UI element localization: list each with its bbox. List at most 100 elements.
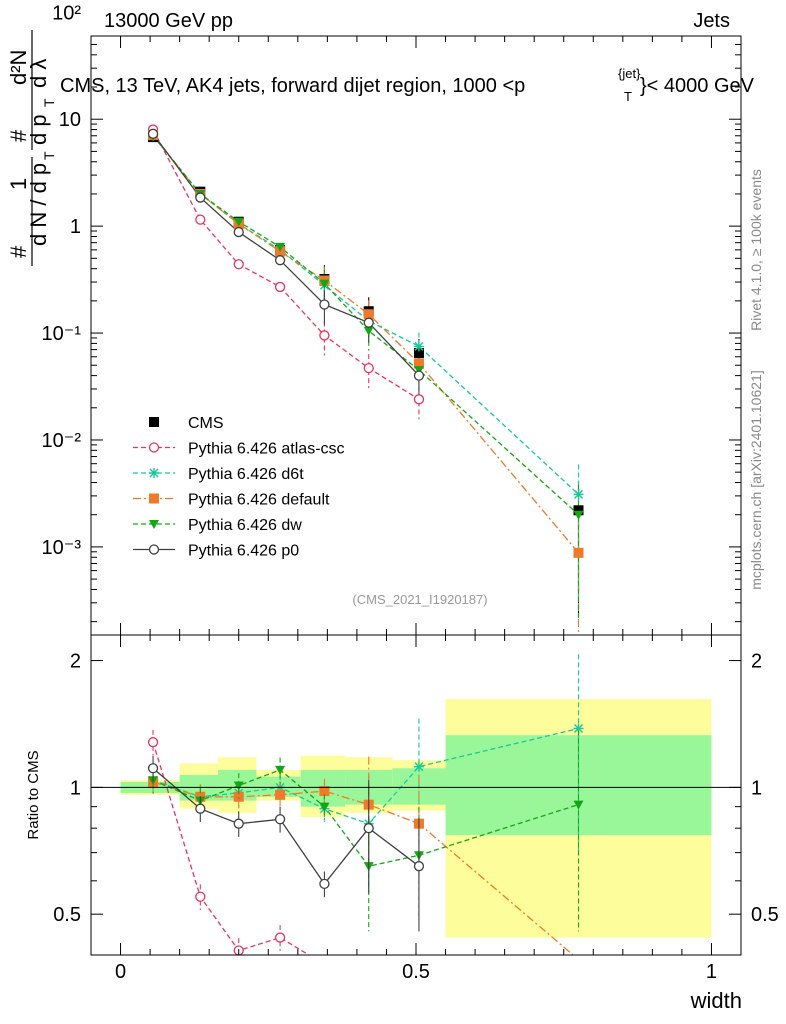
plot-title-end: }< 4000 GeV — [640, 75, 755, 97]
main-y-tick-label-0: 10⁻³ — [42, 537, 82, 559]
mcplots-label: mcplots.cern.ch [arXiv:2401.10621] — [748, 370, 764, 589]
ratio-point-p0-3 — [274, 814, 286, 825]
main-point-atlas-2 — [233, 259, 244, 270]
process-label: Jets — [693, 10, 730, 32]
main-line-dw — [152, 135, 579, 516]
main-y-axis-label: # 1 d N / d p T # d²N d p T d λ — [6, 30, 57, 266]
main-point-p0-1 — [195, 192, 206, 203]
main-point-p0-6 — [413, 370, 425, 381]
main-y-tick-label-4: 10 — [59, 109, 81, 131]
axes: 0 0.5 1 10⁻³ 10⁻² 10⁻¹ 1 10 10² 0.5 0.5 1 1 2 2 — [42, 2, 779, 983]
y-label-dn-dpt: d N / d p — [26, 163, 51, 246]
main-point-atlas-1 — [195, 214, 206, 225]
main-point-dw-7 — [573, 510, 584, 520]
y-label-hash-2: # — [6, 129, 31, 142]
main-point-p0-4 — [319, 299, 330, 310]
main-point-p0-0 — [147, 128, 159, 139]
ratio-point-dw-4 — [319, 802, 330, 812]
ratio-line-default — [152, 781, 575, 955]
legend-marker-CMS — [149, 417, 159, 427]
legend-marker-d6t — [149, 468, 159, 478]
ratio-y-tick-label-0: 0.5 — [53, 904, 81, 926]
legend-label-dw: Pythia 6.426 dw — [188, 517, 302, 534]
ratio-line-dw — [152, 769, 579, 867]
ratio-point-default-2 — [233, 791, 244, 802]
y-label-dpt: d p — [26, 114, 51, 145]
plot-title-text: CMS, 13 TeV, AK4 jets, forward dijet reg… — [60, 75, 525, 97]
ratio-panel-series — [147, 654, 584, 956]
ratio-uncertainty-bands — [120, 699, 712, 938]
legend-label-p0: Pythia 6.426 p0 — [188, 543, 299, 560]
analysis-watermark: (CMS_2021_I1920187) — [352, 592, 487, 607]
x-tick-label-1: 0.5 — [402, 961, 430, 983]
legend-marker-dw — [149, 520, 159, 529]
y-label-sub-t1: T — [41, 151, 57, 160]
legend-marker-atlas — [148, 442, 160, 453]
main-point-default-6 — [413, 358, 424, 369]
main-point-default-5 — [363, 309, 374, 320]
main-point-default-7 — [573, 547, 584, 558]
legend-marker-p0 — [148, 544, 160, 555]
ratio-y-tick-label-right-0: 0.5 — [751, 904, 779, 926]
main-panel-series — [147, 124, 584, 635]
legend-label-d6t: Pythia 6.426 d6t — [188, 466, 304, 483]
main-point-atlas-5 — [363, 362, 374, 374]
main-line-default — [152, 134, 579, 554]
main-point-CMS-7 — [573, 505, 584, 516]
y-label-hash-1: # — [6, 245, 31, 258]
main-point-atlas-4 — [319, 330, 330, 341]
main-point-atlas-3 — [274, 281, 286, 293]
y-label-d2n: d²N — [6, 50, 31, 85]
rivet-version-label: Rivet 4.1.0, ≥ 100k events — [748, 169, 764, 331]
main-point-dw-3 — [275, 242, 286, 252]
ratio-point-atlas-3 — [274, 932, 286, 943]
ratio-y-tick-label-right-1: 1 — [751, 777, 762, 799]
legend-label-default: Pythia 6.426 default — [188, 492, 330, 509]
ratio-point-p0-4 — [319, 878, 330, 890]
main-y-tick-label-5: 10² — [52, 2, 81, 24]
plot-title-sub: T — [624, 89, 632, 104]
ratio-y-tick-label-1: 1 — [70, 777, 81, 799]
legend-label-atlas: Pythia 6.426 atlas-csc — [188, 441, 345, 458]
ratio-point-default-3 — [275, 789, 286, 800]
main-point-d6t-7 — [573, 489, 584, 500]
y-label-dlambda: d λ — [26, 59, 51, 88]
x-axis-label: width — [690, 988, 742, 1013]
ratio-point-atlas-0 — [147, 737, 159, 748]
x-tick-label-0: 0 — [115, 961, 126, 983]
plot-title-sup: {jet} — [618, 66, 641, 81]
ratio-point-dw-3 — [275, 765, 286, 775]
ratio-y-tick-label-2: 2 — [70, 651, 81, 673]
main-y-tick-label-3: 1 — [70, 216, 81, 238]
main-point-dw-4 — [319, 279, 330, 289]
ratio-y-axis-label: Ratio to CMS — [25, 750, 42, 839]
y-label-one: 1 — [6, 178, 31, 190]
ratio-y-tick-label-right-2: 2 — [751, 651, 762, 673]
main-y-tick-label-2: 10⁻¹ — [42, 323, 82, 345]
ratio-point-p0-2 — [233, 818, 244, 829]
ratio-point-default-4 — [319, 786, 330, 797]
main-point-d6t-6 — [413, 341, 424, 352]
main-point-p0-2 — [233, 226, 244, 238]
legend-label-CMS: CMS — [188, 415, 224, 432]
main-line-atlas — [152, 129, 420, 400]
ratio-point-dw-2 — [233, 781, 244, 791]
main-point-dw-5 — [363, 326, 374, 336]
ratio-point-d6t-6 — [413, 761, 424, 772]
ratio-point-p0-6 — [413, 861, 425, 872]
plot-title: CMS, 13 TeV, AK4 jets, forward dijet reg… — [60, 66, 755, 104]
legend-marker-default — [149, 493, 159, 504]
ratio-point-p0-5 — [363, 823, 374, 834]
legend: CMS Pythia 6.426 atlas-csc Pythia 6.426 d6… — [133, 415, 345, 560]
main-point-p0-3 — [274, 255, 286, 266]
main-point-p0-5 — [363, 317, 374, 328]
main-point-CMS-6 — [413, 348, 424, 359]
ratio-point-p0-0 — [147, 763, 159, 774]
beam-label: 13000 GeV pp — [104, 10, 233, 32]
main-y-tick-label-1: 10⁻² — [42, 430, 82, 452]
ratio-point-atlas-1 — [195, 891, 206, 902]
ratio-point-p0-1 — [195, 803, 206, 814]
main-point-atlas-6 — [413, 394, 425, 405]
x-tick-label-2: 1 — [706, 961, 717, 983]
